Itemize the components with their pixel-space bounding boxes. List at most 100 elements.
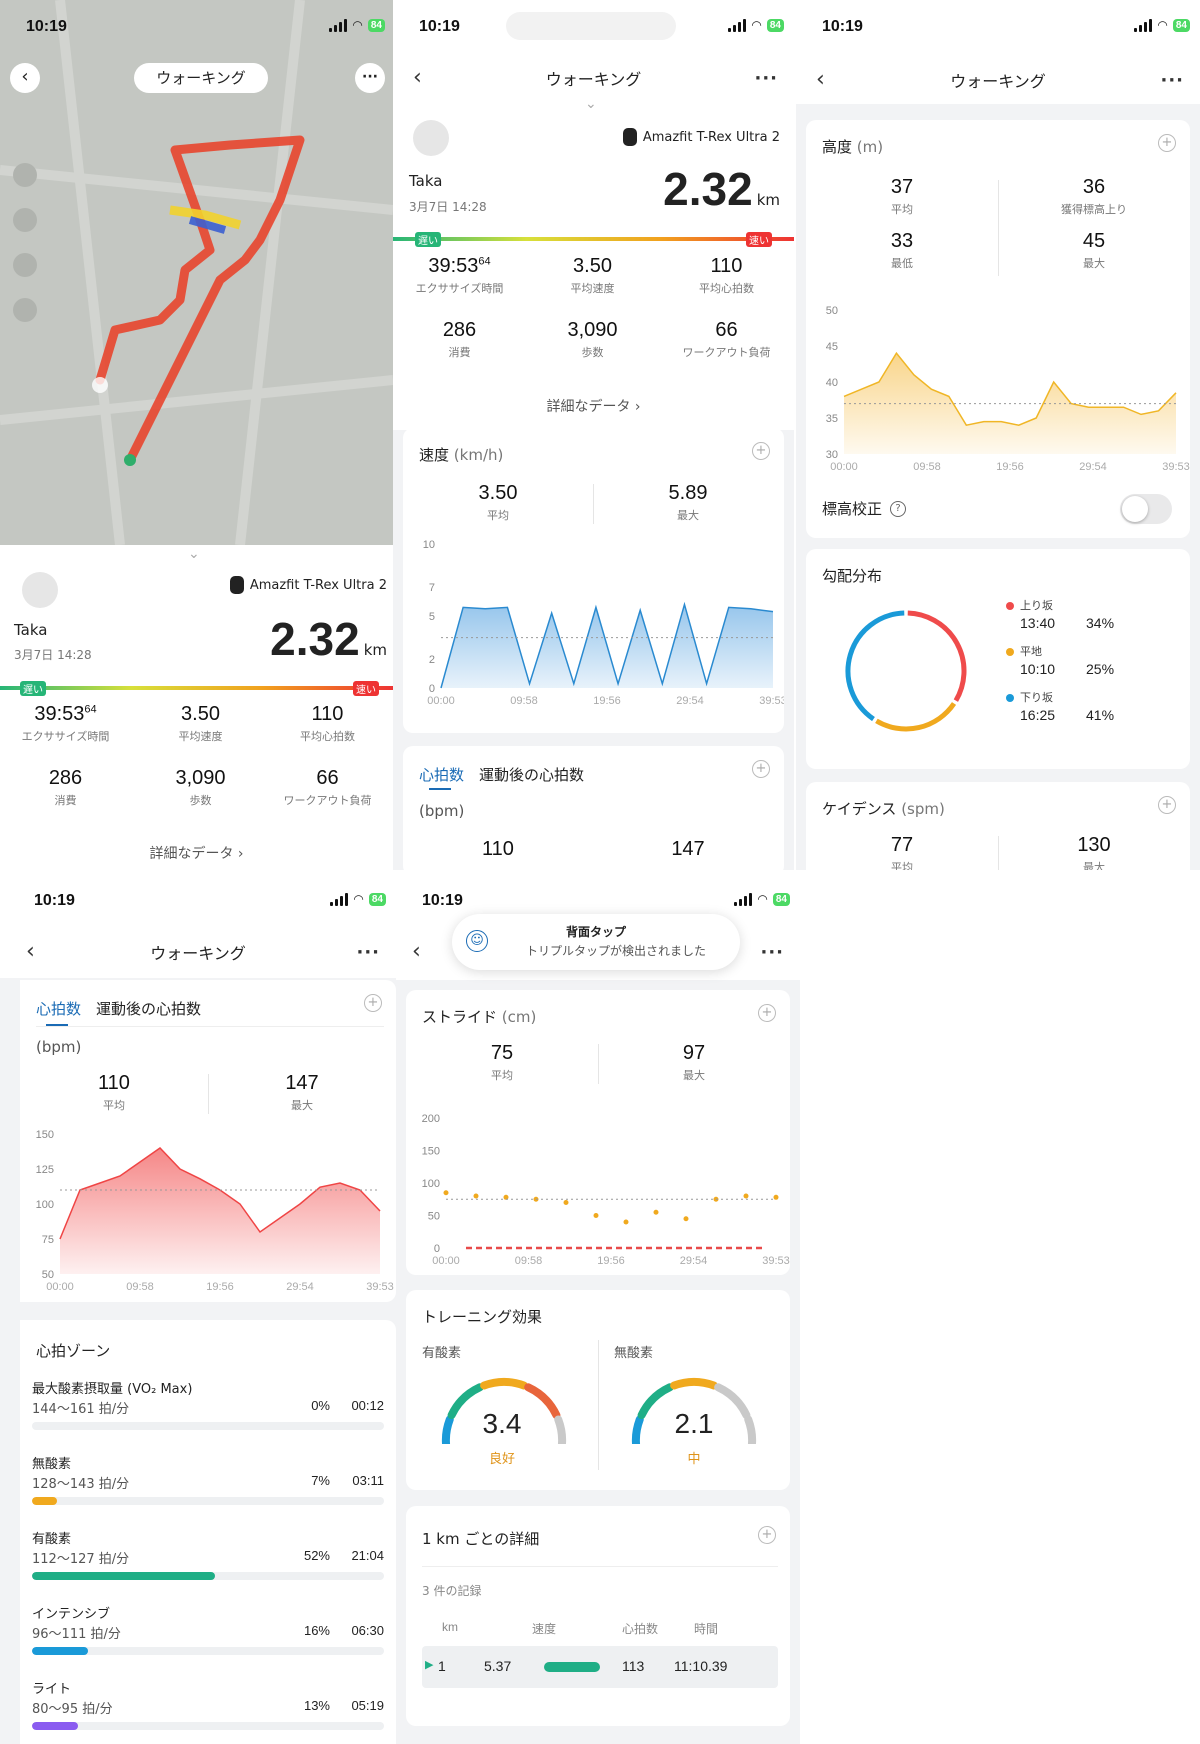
collapse-chevron-icon[interactable]: ⌄: [585, 96, 597, 112]
more-icon[interactable]: ···: [754, 67, 778, 89]
zoom-icon[interactable]: +: [758, 1526, 776, 1544]
altitude-gain: 36 獲得標高上り: [1061, 176, 1127, 216]
zoom-icon[interactable]: +: [752, 442, 770, 460]
dynamic-island: [506, 12, 676, 40]
zone-bar-fill: [32, 1647, 89, 1655]
battery-icon: 84: [772, 892, 790, 906]
hr-zone-item: 有酸素 112～127 拍/分 52% 21:04: [32, 1528, 384, 1598]
y-tick-label: 50: [42, 1269, 54, 1281]
anaerobic-gauge: [632, 1378, 756, 1444]
x-tick-label: 29:54: [680, 1255, 708, 1267]
slope-slice: [907, 610, 967, 702]
workout-date: 3月7日 14:28: [14, 648, 92, 662]
zoom-icon[interactable]: +: [758, 1004, 776, 1022]
legend-dot: [1006, 648, 1014, 656]
gauge-segment: [670, 1378, 718, 1390]
stat-steps: 3,090 歩数: [175, 767, 226, 807]
map-back-button[interactable]: ‹: [10, 63, 40, 93]
per-km-title: 1 km ごとの詳細: [422, 1530, 540, 1548]
stride-max: 97 最大: [682, 1042, 706, 1082]
back-icon[interactable]: ‹: [412, 939, 421, 964]
more-icon[interactable]: ···: [760, 941, 784, 963]
tab-post-hr[interactable]: 運動後の心拍数: [96, 1000, 202, 1018]
zone-bar-fill: [32, 1497, 57, 1505]
cadence-max: 130 最大: [1077, 834, 1111, 870]
watch-icon: [229, 576, 244, 594]
x-tick-label: 00:00: [432, 1255, 460, 1267]
altitude-max: 45 最大: [1082, 230, 1106, 270]
speed-max: 5.89 最大: [668, 482, 708, 522]
tab-heart-rate[interactable]: 心拍数: [419, 766, 465, 784]
back-icon[interactable]: ‹: [26, 939, 35, 964]
data-point: [773, 1194, 779, 1200]
more-icon[interactable]: ···: [356, 941, 380, 963]
y-tick-label: 0: [429, 683, 435, 695]
zone-name: 無酸素: [32, 1457, 72, 1472]
signal-icon: [330, 892, 349, 906]
watch-icon: [622, 128, 637, 146]
pace-slow-label: 遅い: [20, 681, 46, 696]
help-icon[interactable]: ?: [890, 500, 907, 517]
aerobic-status: 良好: [488, 1452, 515, 1467]
stride-card: ストライド (cm) + 75 平均 97 最大 200 150 100 50 0 00:00…: [406, 990, 790, 1275]
back-icon[interactable]: ‹: [816, 67, 825, 92]
wifi-icon: ◠: [352, 18, 363, 32]
table-row[interactable]: ▶ 1 5.37 113 11:10.39: [422, 1646, 778, 1688]
x-tick-label: 00:00: [830, 461, 858, 473]
more-icon[interactable]: ···: [1160, 69, 1184, 91]
hr-max: 147 最大: [285, 1072, 319, 1112]
zone-range: 80～95 拍/分: [32, 1702, 113, 1717]
cadence-card: ケイデンス (spm) + 77 平均 130 最大: [806, 782, 1190, 870]
zone-bar-track: [32, 1422, 384, 1430]
tab-post-hr[interactable]: 運動後の心拍数: [479, 766, 585, 784]
anaerobic-status: 中: [687, 1452, 701, 1467]
zone-bar-track: [32, 1647, 384, 1655]
series-area: [60, 1148, 380, 1274]
x-tick-label: 39:53: [366, 1281, 394, 1293]
device-name: Amazfit T-Rex Ultra 2: [249, 577, 387, 593]
slope-donut-chart: [845, 610, 967, 732]
back-icon[interactable]: ‹: [413, 65, 422, 90]
avatar: [22, 572, 58, 608]
zoom-icon[interactable]: +: [1158, 134, 1176, 152]
y-tick-label: 30: [826, 449, 838, 461]
altitude-title: 高度 (m): [822, 138, 884, 156]
stat-workout-load: 66 ワークアウト負荷: [682, 319, 771, 359]
signal-icon: [1134, 18, 1153, 32]
detail-data-link[interactable]: 詳細なデータ ›: [149, 846, 244, 862]
stat-workout-load: 66 ワークアウト負荷: [283, 767, 372, 807]
collapse-chevron-icon[interactable]: ⌄: [188, 546, 200, 562]
zoom-icon[interactable]: +: [752, 760, 770, 778]
pace-gradient-bar: [393, 237, 794, 241]
detail-data-link[interactable]: 詳細なデータ ›: [546, 399, 641, 415]
distance-value: 2.32 km: [270, 613, 387, 665]
stat-exercise-time: 39:5364 エクササイズ時間: [415, 255, 504, 295]
wifi-icon: ◠: [757, 892, 768, 906]
stat-steps: 3,090 歩数: [567, 319, 618, 359]
x-tick-label: 00:00: [427, 695, 455, 707]
altitude-calibration-toggle[interactable]: [1120, 494, 1172, 524]
zone-time: 21:04: [351, 1548, 384, 1563]
status-indicators: ◠ 84: [1134, 18, 1190, 32]
tab-heart-rate[interactable]: 心拍数: [36, 1000, 82, 1018]
zone-time: 06:30: [351, 1623, 384, 1638]
stride-avg: 75 平均: [490, 1042, 514, 1082]
zoom-icon[interactable]: +: [1158, 796, 1176, 814]
slope-legend-item: 平地 10:10 25%: [1006, 643, 1176, 687]
hr-zone-item: 最大酸素摂取量 (VO₂ Max) 144～161 拍/分 0% 00:12: [32, 1378, 384, 1448]
status-time: 10:19: [26, 18, 67, 35]
back-tap-banner[interactable]: ☺ 背面タップ トリプルタップが検出されました: [452, 914, 740, 970]
slope-legend-item: 上り坂 13:40 34%: [1006, 597, 1176, 641]
y-tick-label: 0: [434, 1243, 440, 1255]
device-row: Amazfit T-Rex Ultra 2: [229, 576, 387, 594]
gauge-segment: [480, 1378, 528, 1390]
stat-avg-hr: 110 平均心拍数: [300, 703, 355, 743]
map-more-button[interactable]: ···: [355, 63, 385, 93]
nav-bar: ‹ ···: [396, 930, 800, 974]
zone-time: 03:11: [352, 1473, 384, 1488]
zoom-icon[interactable]: +: [364, 994, 382, 1012]
stat-calories: 286 消費: [48, 767, 83, 807]
per-km-card: 1 km ごとの詳細 + 3 件の記録 km 速度 心拍数 時間 ▶ 1 5.3…: [406, 1506, 790, 1726]
y-tick-label: 5: [429, 611, 435, 623]
